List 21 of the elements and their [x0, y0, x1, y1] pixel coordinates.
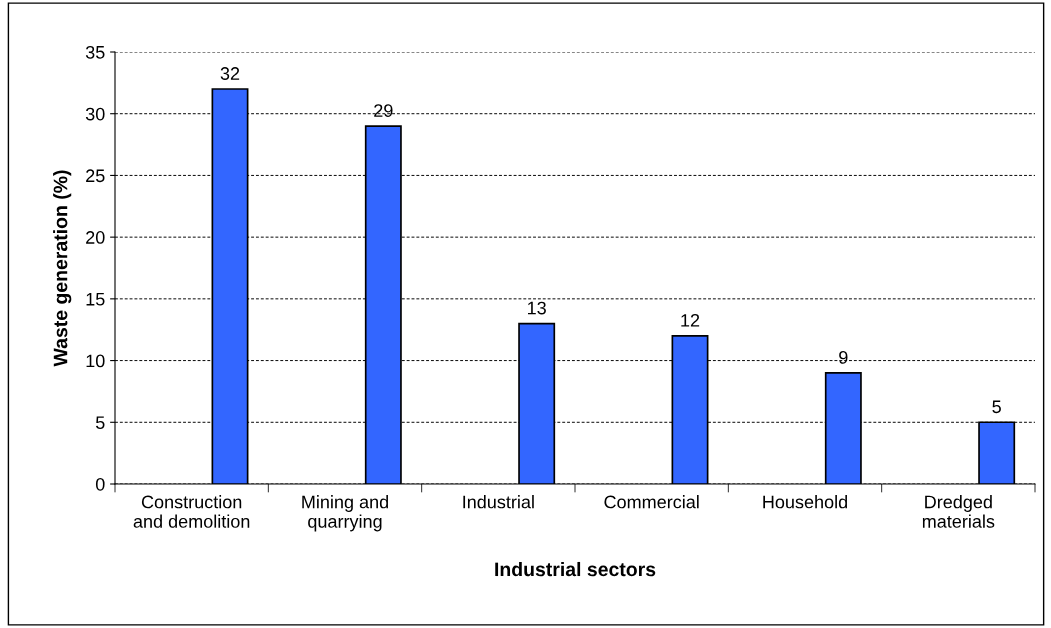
data-label: 12	[681, 313, 700, 327]
x-tick-label: Commercial	[604, 495, 699, 509]
x-axis-title: Industrial sectors	[495, 561, 656, 577]
y-tick-label: 30	[85, 107, 105, 121]
x-tick-label: Mining and quarrying	[302, 495, 388, 532]
data-label: 29	[374, 104, 393, 117]
y-tick-label: 5	[95, 416, 105, 430]
y-tick-label: 10	[86, 354, 105, 368]
data-label: 5	[992, 400, 1001, 414]
y-tick-label: 15	[86, 292, 105, 306]
y-tick-label: 20	[86, 231, 105, 244]
data-label: 13	[528, 301, 546, 315]
x-tick-label: Construction and demolition	[133, 495, 250, 528]
y-tick-label: 35	[85, 45, 105, 59]
y-axis-title: Waste generation (%)	[53, 170, 72, 367]
x-tick-label: Industrial	[463, 495, 534, 509]
x-tick-label: Household	[763, 495, 847, 509]
x-tick-label: Dredged materials	[922, 495, 995, 528]
y-tick-label: 25	[86, 169, 105, 183]
data-label: 32	[220, 67, 240, 80]
y-tick-label: 0	[95, 477, 105, 491]
